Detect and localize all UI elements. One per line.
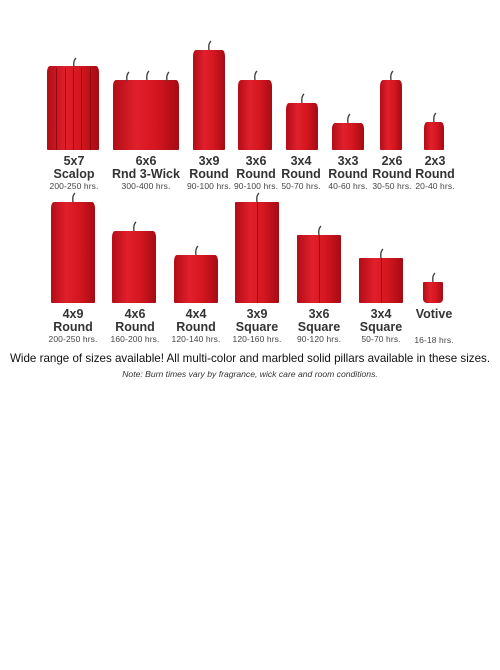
wick-icon xyxy=(122,71,132,81)
candle-shape: Square xyxy=(359,320,403,335)
candle-label: 3x6 Round 90-100 hrs. xyxy=(231,154,281,192)
candle-size: 2x6 xyxy=(381,154,403,168)
wick-icon xyxy=(386,70,396,80)
wick-icon xyxy=(343,113,353,123)
candle-shape: Round xyxy=(176,320,216,335)
candle-label: 2x3 Round 20-40 hrs. xyxy=(413,154,457,192)
candle-label: 4x6 Round 160-200 hrs. xyxy=(100,307,170,345)
wick-icon xyxy=(429,112,439,122)
burn-time: 120-140 hrs. xyxy=(171,334,221,345)
candle-label: Votive 16-18 hrs. xyxy=(408,307,460,346)
burn-time: 90-100 hrs. xyxy=(233,181,279,192)
wick-icon xyxy=(191,245,201,255)
candle-3x6-square xyxy=(297,225,341,303)
candle-shape xyxy=(408,321,460,335)
burn-time: 200-250 hrs. xyxy=(48,334,98,345)
candle-3x9-square xyxy=(235,192,279,303)
candle-6x6-round-3-wick xyxy=(113,70,179,150)
candle-shape: Square xyxy=(235,320,279,335)
candle-shape: Round xyxy=(328,167,368,182)
candle-shape: Round xyxy=(115,320,155,335)
candle-label: 3x4 Round 50-70 hrs. xyxy=(278,154,324,192)
burn-time: 120-160 hrs. xyxy=(232,334,282,345)
candle-4x6-round xyxy=(112,221,156,303)
candle-5x7-scalop xyxy=(47,57,99,150)
candle-shape: Round xyxy=(189,167,229,182)
candle-3x6-round xyxy=(238,70,272,150)
candle-votive xyxy=(423,272,443,303)
wick-icon xyxy=(142,70,152,80)
burn-time-note: Note: Burn times vary by fragrance, wick… xyxy=(122,369,378,379)
candle-size-chart: 5x7 Scalop 200-250 hrs. 6x6 Rnd 3-Wick 3… xyxy=(9,40,491,379)
candle-size: 3x6 xyxy=(308,307,330,321)
candle-label: 6x6 Rnd 3-Wick 300-400 hrs. xyxy=(106,154,186,192)
burn-time: 300-400 hrs. xyxy=(121,181,171,192)
candle-shape: Round xyxy=(53,320,93,335)
burn-time: 200-250 hrs. xyxy=(49,181,99,192)
candle-4x4-round xyxy=(174,245,218,303)
candle-size: 5x7 xyxy=(63,154,85,168)
burn-time: 90-120 hrs. xyxy=(296,334,342,345)
candle-label: 4x4 Round 120-140 hrs. xyxy=(161,307,231,345)
wick-icon xyxy=(129,221,139,231)
candle-3x9-round xyxy=(193,40,225,150)
candle-2x6-round xyxy=(380,70,402,150)
burn-time: 50-70 hrs. xyxy=(281,181,321,192)
candle-shape: Square xyxy=(297,320,341,335)
candle-shape: Round xyxy=(236,167,276,182)
candle-size: 4x9 xyxy=(62,307,84,321)
wick-icon xyxy=(250,70,260,80)
candle-3x3-round xyxy=(332,113,364,150)
wick-icon xyxy=(297,93,307,103)
burn-time: 16-18 hrs. xyxy=(414,335,454,346)
wick-icon xyxy=(204,40,214,50)
wick-icon xyxy=(162,71,172,81)
candle-2x3-round xyxy=(424,112,444,150)
burn-time: 30-50 hrs. xyxy=(372,181,412,192)
candle-size: 4x6 xyxy=(124,307,146,321)
candle-label: 3x3 Round 40-60 hrs. xyxy=(325,154,371,192)
candle-label: 4x9 Round 200-250 hrs. xyxy=(38,307,108,345)
availability-caption: Wide range of sizes available! All multi… xyxy=(9,352,491,365)
candle-size: 3x4 xyxy=(290,154,312,168)
burn-time: 20-40 hrs. xyxy=(415,181,455,192)
candle-size: 3x9 xyxy=(198,154,220,168)
candle-3x4-round xyxy=(286,93,318,150)
candle-label: 3x9 Square 120-160 hrs. xyxy=(222,307,292,345)
candle-size: 3x3 xyxy=(337,154,359,168)
candle-size: 3x4 xyxy=(370,307,392,321)
candle-shape: Round xyxy=(281,167,321,182)
candle-shape: Round xyxy=(372,167,412,182)
candle-4x9-round xyxy=(51,192,95,303)
candle-label: 5x7 Scalop 200-250 hrs. xyxy=(38,154,110,192)
candle-size: 2x3 xyxy=(424,154,446,168)
wick-icon xyxy=(69,57,79,67)
burn-time: 50-70 hrs. xyxy=(361,334,401,345)
candle-label: 3x6 Square 90-120 hrs. xyxy=(284,307,354,345)
candle-label: 3x9 Round 90-100 hrs. xyxy=(184,154,234,192)
wick-icon xyxy=(428,272,438,282)
burn-time: 160-200 hrs. xyxy=(110,334,160,345)
burn-time: 90-100 hrs. xyxy=(186,181,232,192)
candle-shape: Scalop xyxy=(53,167,95,182)
wick-icon xyxy=(68,192,78,202)
burn-time: 40-60 hrs. xyxy=(328,181,368,192)
candle-size: Votive xyxy=(415,307,453,321)
wick-icon xyxy=(314,225,324,235)
candle-size: 3x6 xyxy=(245,154,267,168)
candle-shape: Round xyxy=(415,167,455,182)
candle-size: 4x4 xyxy=(185,307,207,321)
candle-size: 6x6 xyxy=(135,154,157,168)
candle-label: 2x6 Round 30-50 hrs. xyxy=(370,154,414,192)
wick-icon xyxy=(252,192,262,202)
candle-label: 3x4 Square 50-70 hrs. xyxy=(346,307,416,345)
candle-3x4-square xyxy=(359,248,403,303)
wick-icon xyxy=(376,248,386,258)
candle-shape: Rnd 3-Wick xyxy=(112,167,180,182)
candle-size: 3x9 xyxy=(246,307,268,321)
